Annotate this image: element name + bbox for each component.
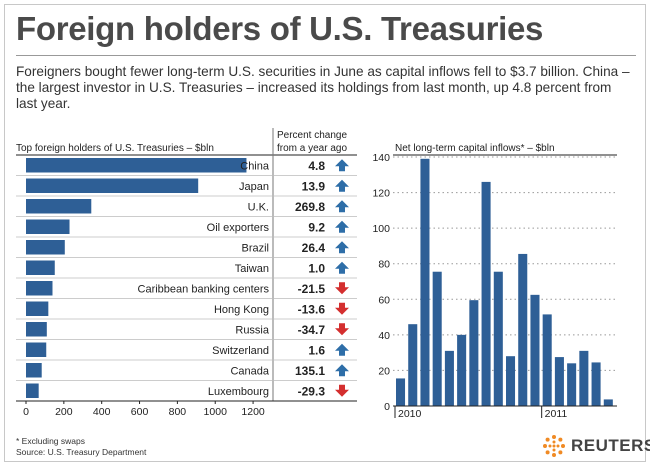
change-value: 26.4 (302, 241, 326, 255)
holder-bar (26, 219, 70, 234)
inflow-bar (420, 158, 430, 406)
right-x-tick-label: 2011 (545, 408, 568, 420)
right-y-tick-label: 40 (378, 330, 390, 342)
right-y-tick-label: 140 (372, 152, 390, 164)
arrow-up-icon (335, 364, 349, 377)
left-x-tick-label: 600 (131, 406, 149, 418)
left-x-tick-label: 1000 (204, 406, 228, 418)
arrow-down-icon (335, 282, 349, 295)
arrow-up-icon (335, 261, 349, 274)
right-chart-title: Net long-term capital inflows* – $bln (395, 143, 555, 154)
arrow-up-icon (335, 159, 349, 172)
page-title: Foreign holders of U.S. Treasuries (16, 10, 544, 47)
holder-label: China (240, 161, 270, 173)
title-divider (16, 55, 636, 56)
inflow-bar (432, 271, 442, 406)
left-x-tick-label: 200 (55, 406, 73, 418)
right-y-tick-label: 120 (372, 188, 390, 200)
right-y-tick-label: 80 (378, 259, 390, 271)
holder-bar (26, 158, 247, 173)
left-x-tick-label: 400 (93, 406, 111, 418)
holder-label: Japan (239, 181, 269, 193)
right-y-tick-label: 20 (378, 365, 390, 377)
reuters-dots-icon (543, 435, 565, 457)
holder-label: Luxembourg (208, 386, 269, 398)
inflow-bar (518, 253, 528, 406)
inflow-bar (457, 334, 467, 406)
footnote-source: Source: U.S. Treasury Department (16, 447, 147, 457)
left-x-tick-label: 800 (169, 406, 187, 418)
arrow-up-icon (335, 220, 349, 233)
holder-label: Hong Kong (214, 304, 269, 316)
change-value: 1.6 (308, 344, 325, 358)
holder-bar (26, 342, 47, 357)
holder-bar (26, 363, 42, 378)
change-value: 9.2 (308, 221, 325, 235)
inflow-bar (542, 314, 552, 406)
arrow-down-icon (335, 384, 349, 397)
holder-label: Canada (230, 366, 269, 378)
change-value: -21.5 (298, 282, 326, 296)
inflow-bar (481, 181, 491, 406)
holder-bar (26, 199, 92, 214)
change-value: -34.7 (298, 323, 326, 337)
holder-label: Taiwan (235, 263, 269, 275)
holder-bar (26, 322, 47, 337)
right-y-tick-label: 0 (384, 401, 390, 413)
change-value: 13.9 (302, 180, 326, 194)
left-chart-title: Top foreign holders of U.S. Treasuries –… (16, 143, 214, 154)
holder-bar (26, 178, 199, 193)
inflow-bar (408, 324, 418, 406)
inflow-bar (530, 294, 540, 406)
arrow-up-icon (335, 179, 349, 192)
holder-label: Brazil (241, 243, 269, 255)
holder-label: Oil exporters (207, 222, 270, 234)
right-x-tick-label: 2010 (398, 408, 422, 420)
change-value: 1.0 (308, 262, 325, 276)
arrow-down-icon (335, 323, 349, 336)
arrow-up-icon (335, 241, 349, 254)
arrow-down-icon (335, 302, 349, 315)
change-value: -29.3 (298, 385, 326, 399)
change-header-line2: from a year ago (277, 143, 347, 154)
change-value: 135.1 (295, 364, 325, 378)
arrow-up-icon (335, 343, 349, 356)
change-header-line1: Percent change (277, 130, 347, 141)
inflow-bar (591, 362, 601, 406)
reuters-wordmark: REUTERS (571, 436, 650, 455)
holder-label: Caribbean banking centers (138, 284, 270, 296)
arrow-up-icon (335, 200, 349, 213)
footnote: * Excluding swaps Source: U.S. Treasury … (16, 436, 146, 458)
holder-bar (26, 383, 39, 398)
holder-bar (26, 301, 49, 316)
holder-bar (26, 240, 65, 255)
subtitle: Foreigners bought fewer long-term U.S. s… (16, 64, 630, 111)
holder-label: U.K. (248, 202, 269, 214)
right-y-tick-label: 60 (378, 294, 390, 306)
footnote-excluding-swaps: * Excluding swaps (16, 436, 85, 446)
inflow-bar (469, 300, 479, 406)
holder-bar (26, 260, 55, 275)
inflow-bar (603, 399, 613, 406)
inflow-bar (444, 350, 454, 406)
left-x-tick-label: 1200 (241, 406, 265, 418)
right-y-tick-label: 100 (372, 223, 390, 235)
inflow-bar (567, 363, 577, 406)
reuters-logo: REUTERS (542, 432, 650, 460)
inflow-bar (579, 350, 589, 406)
inflow-bar (506, 356, 516, 406)
holder-label: Switzerland (212, 345, 269, 357)
change-value: 269.8 (295, 200, 325, 214)
inflow-bar (554, 357, 564, 406)
left-x-tick-label: 0 (23, 406, 29, 418)
holder-bar (26, 281, 53, 296)
change-value: -13.6 (298, 303, 326, 317)
holder-label: Russia (235, 325, 270, 337)
inflow-bar (493, 271, 503, 406)
inflow-bar (396, 378, 406, 406)
change-value: 4.8 (308, 159, 325, 173)
